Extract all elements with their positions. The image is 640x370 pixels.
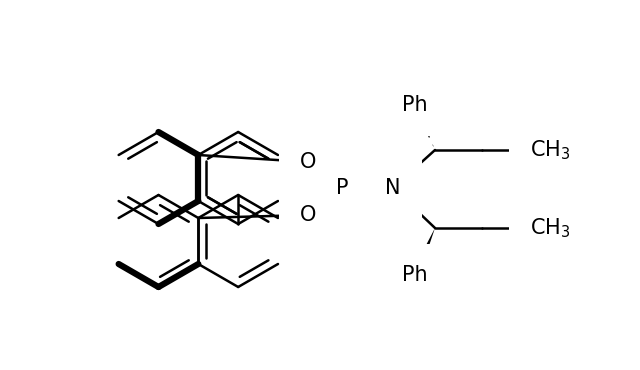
Text: CH$_3$: CH$_3$ — [530, 216, 570, 240]
Polygon shape — [412, 228, 435, 276]
Text: O: O — [300, 152, 316, 172]
Text: N: N — [385, 178, 401, 198]
Text: Ph: Ph — [402, 95, 428, 115]
Text: O: O — [300, 205, 316, 225]
Text: P: P — [336, 178, 348, 198]
Text: Ph: Ph — [402, 265, 428, 285]
Text: CH$_3$: CH$_3$ — [530, 138, 570, 162]
